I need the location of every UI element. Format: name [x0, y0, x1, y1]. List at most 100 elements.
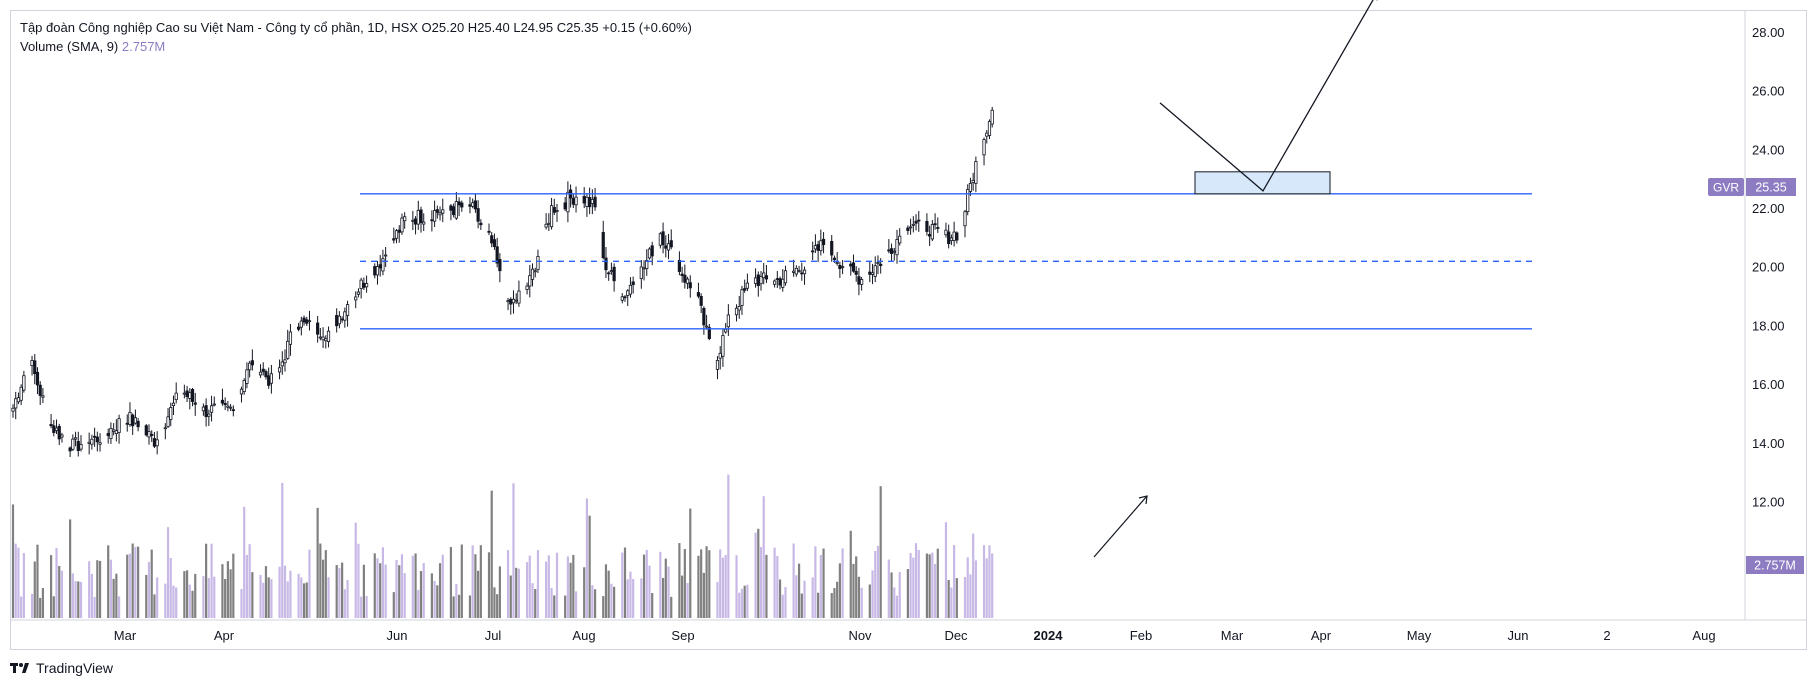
volume-bar: [667, 566, 670, 618]
candle: [454, 191, 458, 220]
projection-path[interactable]: [1159, 0, 1378, 192]
candlesticks: [11, 106, 994, 458]
volume-bar: [60, 570, 64, 618]
volume-bar: [645, 549, 648, 618]
volume-bar: [131, 543, 134, 618]
volume-bar: [800, 593, 803, 618]
candle: [87, 432, 91, 455]
volume-bar: [933, 563, 937, 618]
candle: [620, 293, 624, 304]
candle: [16, 392, 21, 405]
legend-volume-value: 2.757M: [121, 39, 166, 54]
candle: [794, 265, 798, 277]
candle: [955, 231, 959, 244]
candle: [340, 316, 344, 323]
volume-bar: [651, 593, 654, 618]
candle: [685, 276, 690, 290]
volume-trend-arrow[interactable]: [1093, 495, 1148, 558]
time-tick-label: Jun: [1508, 628, 1529, 643]
volume-bar: [145, 574, 148, 618]
volume-bar: [36, 544, 39, 618]
volume-bar: [308, 549, 311, 618]
candle: [944, 222, 948, 238]
volume-bar: [925, 553, 929, 618]
time-tick-label: 2: [1603, 628, 1610, 643]
volume-bar: [797, 563, 801, 618]
candle: [264, 369, 268, 380]
candle: [887, 239, 891, 254]
candle: [666, 233, 671, 260]
candle: [38, 381, 42, 405]
volume-bar: [814, 546, 817, 618]
candle: [302, 315, 306, 326]
target-zone[interactable]: [1194, 171, 1331, 195]
volume-bar: [360, 596, 363, 618]
volume-bar: [264, 566, 268, 618]
volume-bar: [205, 543, 208, 618]
volume-bar: [270, 579, 273, 618]
drawings[interactable]: [1093, 0, 1378, 558]
volume-bar: [547, 555, 550, 618]
horizontal-levels[interactable]: [360, 193, 1532, 330]
candle: [117, 414, 121, 444]
candle: [582, 187, 586, 209]
footer-brand[interactable]: TradingView: [10, 660, 113, 676]
candle: [114, 419, 118, 442]
volume-bar: [498, 566, 501, 618]
volume-bar: [585, 498, 589, 618]
volume-bar: [931, 552, 934, 618]
volume-bar: [686, 583, 689, 618]
volume-bar: [819, 554, 822, 618]
candle: [860, 277, 864, 291]
candle: [949, 234, 954, 245]
candle: [411, 210, 415, 231]
price-axis[interactable]: 12.00 14.00 16.00 18.00 20.00 22.00 24.00 26.00…: [1752, 0, 1785, 510]
volume-bar: [153, 594, 156, 618]
volume-bar: [604, 564, 608, 618]
volume-bar: [972, 533, 975, 618]
volume-bar: [661, 577, 665, 618]
candle: [71, 434, 75, 452]
candle: [982, 137, 986, 166]
candle: [743, 279, 747, 293]
candle: [400, 213, 404, 235]
volume-bar: [169, 558, 172, 618]
volume-bar: [379, 563, 382, 618]
candle: [152, 431, 157, 449]
candle: [952, 221, 956, 247]
candle: [392, 227, 396, 244]
candle: [873, 256, 877, 283]
chart-frame[interactable]: [10, 10, 1807, 650]
candle: [555, 203, 559, 222]
candle: [112, 423, 116, 436]
candle: [909, 218, 913, 235]
time-tick-label: Sep: [671, 628, 694, 643]
candle: [895, 229, 899, 264]
volume-bar: [278, 566, 281, 618]
candle: [906, 225, 910, 235]
candle: [384, 246, 388, 267]
candle: [375, 260, 380, 285]
candle: [759, 271, 763, 291]
candle: [419, 206, 423, 233]
volume-bar: [96, 560, 99, 618]
candle: [525, 282, 529, 295]
volume-bar: [623, 547, 627, 618]
candle: [492, 233, 497, 250]
volume-bar: [564, 595, 567, 618]
volume-bar: [721, 557, 725, 618]
candle: [593, 187, 597, 211]
time-axis[interactable]: Mar Apr Jun Jul Aug Sep Nov Dec 2024 Feb Mar Apr May…: [114, 628, 1716, 643]
volume-bar: [55, 547, 58, 618]
candle: [506, 297, 510, 311]
volume-bar: [341, 562, 344, 618]
candle: [821, 232, 826, 254]
candle: [133, 409, 137, 425]
volume-bar: [156, 577, 159, 618]
candle: [435, 205, 439, 219]
candle: [811, 241, 815, 261]
time-tick-label: Apr: [214, 628, 235, 643]
volume-bar: [536, 550, 540, 618]
candle: [473, 194, 478, 213]
